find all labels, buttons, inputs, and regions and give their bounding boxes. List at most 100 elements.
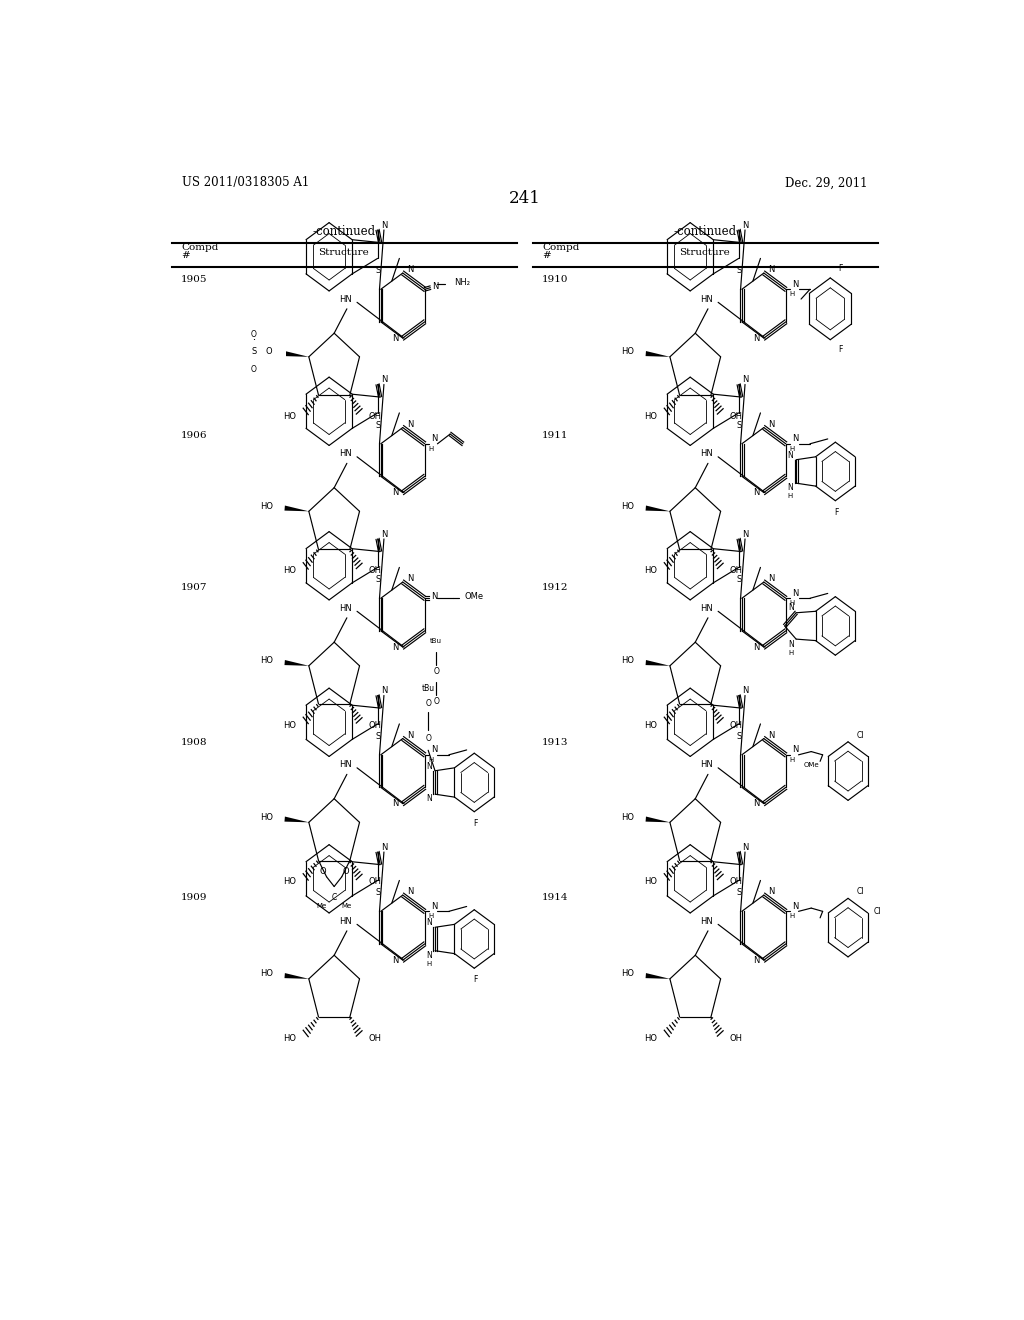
Text: N: N [382,686,388,696]
Text: S: S [736,731,741,741]
Text: HN: HN [700,603,713,612]
Polygon shape [645,351,670,356]
Text: tBu: tBu [430,638,442,644]
Text: 1905: 1905 [181,276,208,284]
Text: N: N [392,799,398,808]
Text: Compd: Compd [181,243,218,252]
Text: N: N [407,420,413,429]
Text: N: N [754,334,760,343]
Polygon shape [645,506,670,511]
Text: OH: OH [730,721,743,730]
Text: N: N [742,220,749,230]
Text: HO: HO [622,969,634,978]
Text: Me: Me [316,903,327,909]
Text: HN: HN [339,760,352,770]
Text: HO: HO [260,656,273,665]
Text: OH: OH [730,566,743,576]
Text: S: S [736,421,741,430]
Text: N: N [793,280,799,289]
Text: Me: Me [342,903,352,909]
Text: N: N [382,842,388,851]
Text: S: S [376,267,381,276]
Text: OH: OH [730,1034,743,1043]
Text: N: N [431,746,437,755]
Polygon shape [645,817,670,822]
Text: N: N [742,375,749,384]
Text: O: O [251,330,257,338]
Text: N: N [742,686,749,696]
Text: N: N [788,640,794,649]
Text: H: H [790,601,795,606]
Text: NH₂: NH₂ [454,279,470,288]
Text: S: S [252,347,257,356]
Text: N: N [793,902,799,911]
Polygon shape [285,973,309,979]
Text: H: H [787,494,793,499]
Text: 241: 241 [509,190,541,206]
Text: H: H [788,651,794,656]
Text: N: N [382,375,388,384]
Text: HO: HO [284,1034,296,1043]
Text: N: N [768,887,774,896]
Text: H: H [790,756,795,763]
Text: O: O [251,366,257,375]
Text: 1908: 1908 [181,738,208,747]
Text: Structure: Structure [318,248,370,257]
Text: OH: OH [369,566,382,576]
Text: 1910: 1910 [543,276,568,284]
Text: Structure: Structure [680,248,730,257]
Text: 1906: 1906 [181,430,208,440]
Text: HO: HO [284,566,296,576]
Text: N: N [392,334,398,343]
Text: OH: OH [730,878,743,886]
Text: N: N [431,902,437,911]
Text: O: O [342,867,349,876]
Text: S: S [376,888,381,898]
Text: N: N [407,265,413,275]
Text: S: S [736,267,741,276]
Text: HO: HO [260,813,273,822]
Text: HO: HO [644,1034,657,1043]
Text: HN: HN [339,449,352,458]
Text: OH: OH [369,412,382,421]
Text: F: F [839,264,843,273]
Text: N: N [426,795,432,803]
Text: F: F [835,508,839,517]
Text: Compd: Compd [543,243,580,252]
Text: -continued: -continued [312,226,376,238]
Text: HN: HN [700,916,713,925]
Text: N: N [742,529,749,539]
Text: HO: HO [260,969,273,978]
Text: HN: HN [339,294,352,304]
Polygon shape [645,660,670,665]
Text: Cl: Cl [857,731,864,739]
Text: Dec. 29, 2011: Dec. 29, 2011 [785,177,867,189]
Text: N: N [431,434,437,444]
Text: N: N [431,593,437,601]
Text: N: N [787,483,794,492]
Text: #: # [181,252,189,260]
Text: N: N [768,265,774,275]
Text: F: F [839,345,843,354]
Text: N: N [407,887,413,896]
Polygon shape [285,506,309,511]
Text: H: H [790,913,795,919]
Text: N: N [754,956,760,965]
Text: N: N [426,950,432,960]
Text: US 2011/0318305 A1: US 2011/0318305 A1 [182,177,309,189]
Text: N: N [426,919,432,928]
Text: N: N [392,643,398,652]
Text: N: N [392,956,398,965]
Text: S: S [736,576,741,585]
Text: HN: HN [339,916,352,925]
Text: O: O [425,734,431,743]
Text: HO: HO [644,566,657,576]
Text: N: N [426,762,432,771]
Text: OH: OH [730,412,743,421]
Text: H: H [426,961,431,966]
Text: N: N [754,799,760,808]
Text: 1913: 1913 [543,738,568,747]
Polygon shape [285,351,309,356]
Polygon shape [645,973,670,979]
Text: O: O [433,697,439,706]
